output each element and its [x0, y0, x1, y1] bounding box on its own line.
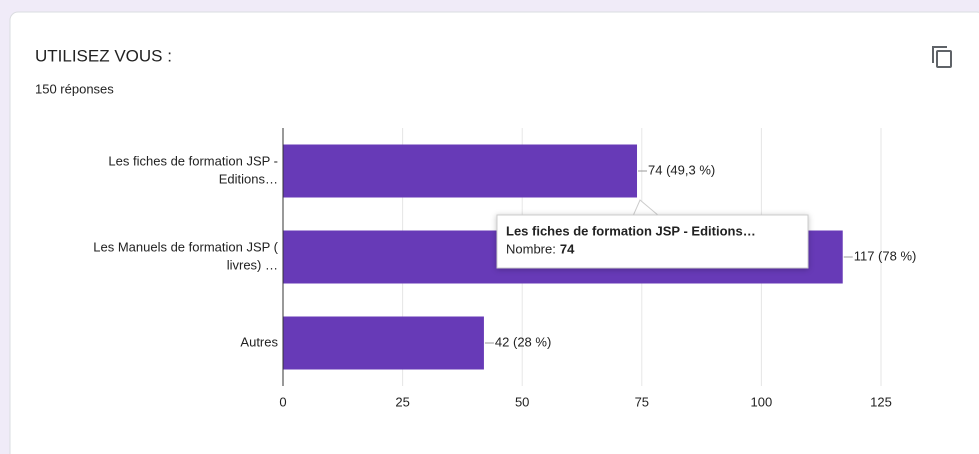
- tooltip-label: Nombre:: [506, 241, 556, 256]
- x-tick-label: 25: [395, 394, 409, 409]
- x-tick-label: 100: [751, 394, 773, 409]
- y-tick-label: livres) …: [227, 257, 278, 272]
- y-tick-label: Les fiches de formation JSP -: [108, 153, 278, 168]
- y-tick-label: Autres: [240, 334, 278, 349]
- value-label: 42 (28 %): [495, 334, 551, 349]
- x-tick-label: 75: [635, 394, 649, 409]
- x-tick-label: 50: [515, 394, 529, 409]
- bar: [283, 144, 638, 198]
- value-label: 74 (49,3 %): [648, 162, 715, 177]
- value-label: 117 (78 %): [854, 248, 917, 263]
- tooltip-value: 74: [560, 241, 575, 256]
- tooltip: [496, 214, 809, 269]
- bar: [283, 316, 484, 370]
- chart-title: UTILISEZ VOUS :: [35, 46, 172, 65]
- y-tick-label: Editions…: [219, 171, 278, 186]
- copy-icon[interactable]: [932, 46, 952, 68]
- chart-subtitle: 150 réponses: [35, 81, 114, 96]
- tooltip-title: Les fiches de formation JSP - Editions…: [506, 223, 756, 238]
- x-tick-label: 125: [870, 394, 892, 409]
- y-tick-label: Les Manuels de formation JSP (: [93, 239, 278, 254]
- x-tick-label: 0: [279, 394, 286, 409]
